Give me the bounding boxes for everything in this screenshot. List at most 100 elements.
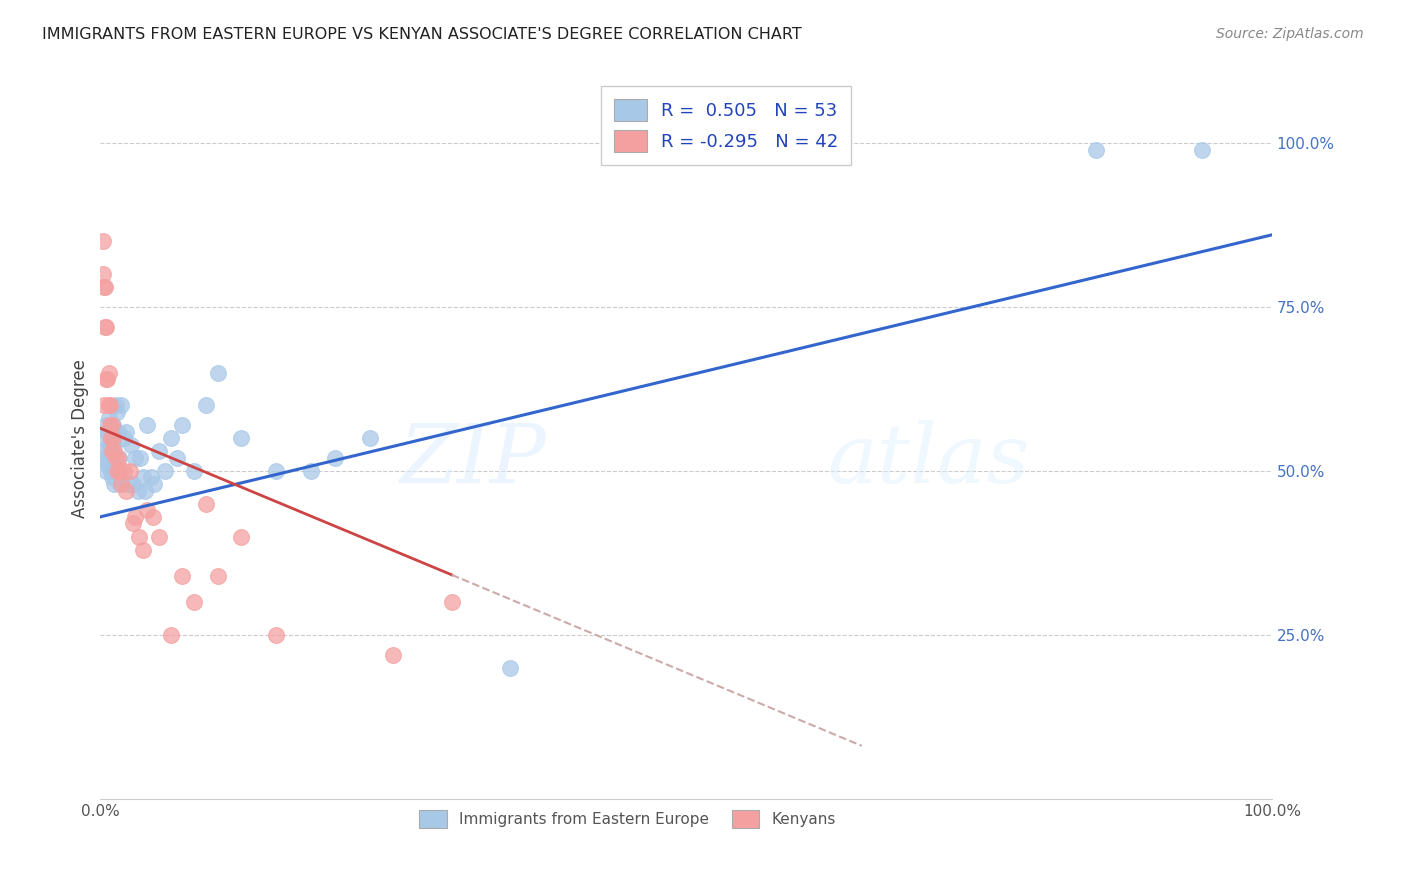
Point <box>172 569 194 583</box>
Point <box>94 319 117 334</box>
Point <box>96 458 118 472</box>
Point <box>96 372 118 386</box>
Point <box>115 425 138 439</box>
Point <box>131 470 153 484</box>
Point <box>103 444 125 458</box>
Point <box>194 497 217 511</box>
Point <box>229 431 252 445</box>
Point <box>96 425 118 439</box>
Point <box>127 483 149 498</box>
Point <box>96 372 118 386</box>
Point <box>103 438 125 452</box>
Point <box>131 542 153 557</box>
Point <box>264 464 287 478</box>
Point <box>115 483 138 498</box>
Point <box>118 464 141 478</box>
Point <box>93 398 115 412</box>
Point <box>110 477 132 491</box>
Point <box>122 516 145 531</box>
Point <box>124 509 146 524</box>
Point <box>108 464 131 478</box>
Point <box>122 477 145 491</box>
Point <box>97 398 120 412</box>
Point <box>93 431 115 445</box>
Point <box>91 450 114 465</box>
Text: ZIP: ZIP <box>399 420 546 500</box>
Point <box>97 438 120 452</box>
Point <box>1191 143 1213 157</box>
Text: IMMIGRANTS FROM EASTERN EUROPE VS KENYAN ASSOCIATE'S DEGREE CORRELATION CHART: IMMIGRANTS FROM EASTERN EUROPE VS KENYAN… <box>42 27 801 42</box>
Point <box>194 398 217 412</box>
Point <box>139 470 162 484</box>
Point <box>136 503 159 517</box>
Point <box>359 431 381 445</box>
Point <box>103 431 125 445</box>
Point <box>98 431 121 445</box>
Point <box>382 648 405 662</box>
Point <box>98 450 121 465</box>
Point <box>142 509 165 524</box>
Point <box>128 529 150 543</box>
Point <box>110 477 132 491</box>
Point <box>98 417 121 432</box>
Point <box>94 280 117 294</box>
Point <box>112 464 135 478</box>
Point <box>207 569 229 583</box>
Point <box>299 464 322 478</box>
Point <box>159 431 181 445</box>
Point <box>148 529 170 543</box>
Point <box>101 470 124 484</box>
Point <box>166 450 188 465</box>
Point <box>96 464 118 478</box>
Point <box>264 628 287 642</box>
Legend: Immigrants from Eastern Europe, Kenyans: Immigrants from Eastern Europe, Kenyans <box>413 804 842 835</box>
Point <box>1085 143 1108 157</box>
Point <box>91 235 114 249</box>
Point <box>96 319 118 334</box>
Point <box>100 444 122 458</box>
Point <box>148 444 170 458</box>
Point <box>101 417 124 432</box>
Point <box>323 450 346 465</box>
Point <box>105 405 128 419</box>
Point <box>124 450 146 465</box>
Point <box>440 595 463 609</box>
Point <box>104 450 127 465</box>
Point <box>136 417 159 432</box>
Point <box>93 280 115 294</box>
Text: atlas: atlas <box>827 420 1029 500</box>
Point <box>117 477 139 491</box>
Point <box>143 477 166 491</box>
Point <box>134 483 156 498</box>
Point <box>101 425 124 439</box>
Text: Source: ZipAtlas.com: Source: ZipAtlas.com <box>1216 27 1364 41</box>
Point <box>91 267 114 281</box>
Point <box>103 417 125 432</box>
Point <box>229 529 252 543</box>
Point <box>108 450 131 465</box>
Point <box>97 366 120 380</box>
Point <box>172 417 194 432</box>
Point <box>104 398 127 412</box>
Point <box>153 464 176 478</box>
Point <box>105 464 128 478</box>
Point <box>120 438 142 452</box>
Point <box>110 398 132 412</box>
Point <box>103 477 125 491</box>
Point <box>112 431 135 445</box>
Y-axis label: Associate's Degree: Associate's Degree <box>72 359 89 517</box>
Point <box>98 398 121 412</box>
Point <box>207 366 229 380</box>
Point <box>183 595 205 609</box>
Point <box>107 450 129 465</box>
Point <box>100 431 122 445</box>
Point <box>101 444 124 458</box>
Point <box>159 628 181 642</box>
Point <box>183 464 205 478</box>
Point <box>107 425 129 439</box>
Point <box>97 411 120 425</box>
Point <box>96 417 118 432</box>
Point <box>100 464 122 478</box>
Point <box>499 661 522 675</box>
Point <box>129 450 152 465</box>
